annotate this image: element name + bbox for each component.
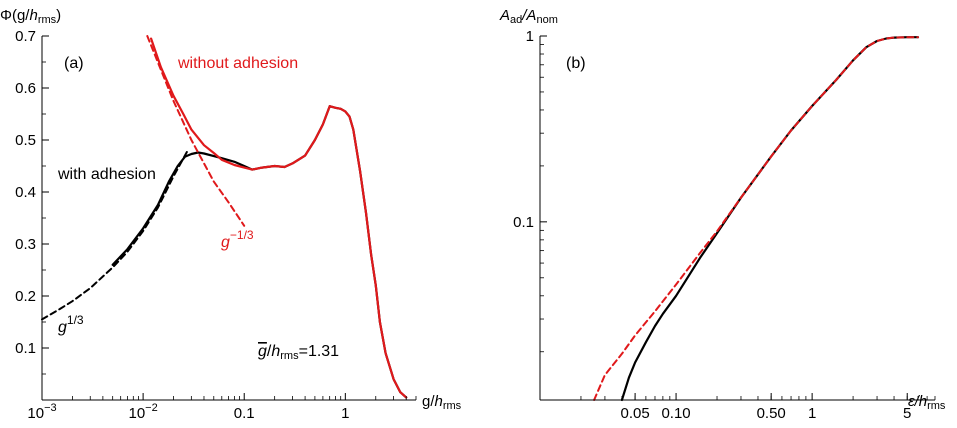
panel-b-x-tick-label: 0.10 (661, 405, 690, 422)
panel-b-series-red-dashed (593, 36, 919, 401)
panel-b-y-axis-label: Aad/Anom (499, 7, 558, 26)
panel-a-y-tick-label: 0.6 (15, 80, 36, 97)
panel-b-x-tick-label: 0.50 (757, 405, 786, 422)
panel-a-x-axis-label: g/hrms (422, 393, 462, 412)
annotation-mean-gap: g/hrms=1.31 (258, 343, 339, 362)
panel-a-x-tick-label: 10−3 (27, 402, 56, 422)
panel-b-y-tick-label: 1 (526, 28, 534, 45)
annotation-g-minus-one-third: g−1/3 (221, 228, 254, 251)
panel-a-x-tick-label: 10−2 (128, 402, 157, 422)
panel-b-x-axis-label: ε/hrms (908, 393, 946, 412)
panel-b-y-tick-label: 0.1 (513, 214, 534, 231)
panel-a-series-g-1-3 (41, 148, 190, 321)
panel-a-y-tick-label: 0.2 (15, 288, 36, 305)
panel-b-x-tick-label: 5 (903, 405, 911, 422)
panel-a-x-tick-label: 0.1 (234, 405, 255, 422)
panel-a-x-tick-label: 1 (341, 405, 349, 422)
panel-a-y-tick-label: 0.4 (15, 184, 36, 201)
panel-a-y-tick-label: 0.3 (15, 236, 36, 253)
annotation-with-adhesion: with adhesion (57, 166, 156, 183)
panel-a-series-without-adhesion (150, 37, 408, 399)
panel-a-y-tick-label: 0.1 (15, 340, 36, 357)
annotation-without-adhesion: without adhesion (177, 55, 298, 72)
panel-a-series-g-1-3 (146, 35, 246, 227)
panel-a-label: (a) (64, 55, 84, 72)
panel-b: 0.05 0.10 0.50 1 5 0.1 1 (b) Aad/Anom ε/hrms (499, 7, 946, 422)
panel-a-y-tick-label: 0.5 (15, 132, 36, 149)
panel-a-y-tick-label: 0.7 (15, 28, 36, 45)
panel-a: 10−3 10−2 0.1 1 0.1 0.2 0.3 0.4 0.5 0.6 0.7 (a) Φ(… (0, 7, 462, 422)
panel-a-y-axis-label: Φ(g/hrms) (0, 7, 61, 26)
panel-b-series-black-solid (620, 36, 920, 402)
panel-b-label: (b) (566, 55, 586, 72)
panel-b-x-tick-label: 0.05 (621, 405, 650, 422)
panel-b-x-tick-label: 1 (808, 405, 816, 422)
annotation-g-one-third: g1/3 (58, 313, 84, 336)
